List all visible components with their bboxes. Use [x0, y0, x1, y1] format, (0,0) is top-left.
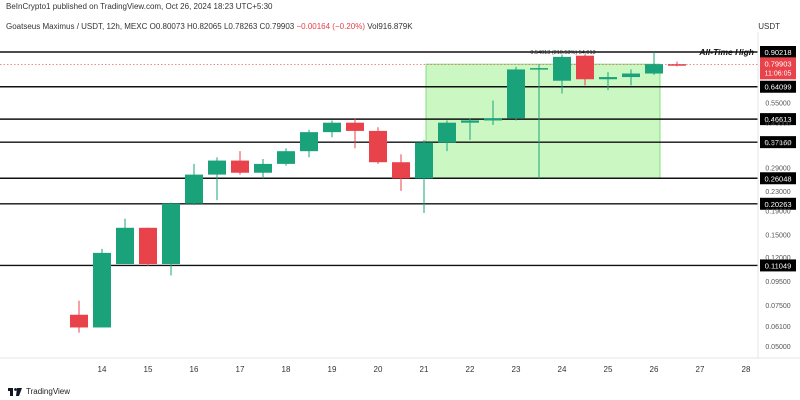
candle-body-16: [438, 122, 456, 143]
candle-body-5: [185, 174, 203, 204]
candle-body-20: [530, 68, 548, 70]
level-tag-5: [760, 197, 796, 210]
tradingview-brand[interactable]: TradingView: [8, 387, 70, 396]
x-tick-14: 28: [742, 365, 751, 374]
candle-body-11: [323, 122, 341, 133]
currency-label[interactable]: USDT: [758, 22, 780, 31]
legend-change: −0.00164 (−0.20%): [296, 22, 365, 31]
candle-body-21: [553, 56, 571, 81]
level-tag-label-6: 0.11049: [765, 261, 792, 270]
x-tick-10: 24: [558, 365, 567, 374]
y-tick-7: 0.12000: [765, 255, 790, 262]
level-tag-1: [760, 80, 796, 93]
axis-layer: 0.90218 0.64099 0.46613 0.37160 0.26048 0.202…: [98, 46, 796, 374]
x-tick-0: 14: [98, 365, 107, 374]
candle-body-24: [622, 73, 640, 78]
candle-body-0: [70, 314, 88, 328]
candle-body-19: [507, 69, 525, 119]
tradingview-wordmark: TradingView: [26, 387, 71, 396]
level-tag-6: [760, 259, 796, 272]
measure-label: 0.54013 (210.53%) 54,013: [530, 50, 595, 56]
y-tick-9: 0.07500: [765, 303, 790, 310]
candle-body-4: [162, 203, 180, 265]
candle-body-3: [139, 227, 157, 265]
candle-body-23: [599, 77, 617, 80]
symbol-legend: Goatseus Maximus / USDT, 12h, MEXC O0.80…: [6, 22, 413, 31]
publish-info: BeInCrypto1 published on TradingView.com…: [6, 2, 273, 11]
legend-low: L0.78263: [223, 22, 258, 31]
x-tick-3: 17: [236, 365, 245, 374]
x-tick-5: 19: [328, 365, 337, 374]
candle-body-25: [645, 64, 663, 74]
candle-body-26: [668, 64, 686, 66]
y-tick-11: 0.05000: [765, 344, 790, 351]
candle-body-12: [346, 122, 364, 131]
y-tick-5: 0.19000: [765, 208, 790, 215]
x-tick-1: 15: [144, 365, 153, 374]
x-tick-8: 22: [466, 365, 475, 374]
y-tick-8: 0.09500: [765, 279, 790, 286]
level-tag-4: [760, 172, 796, 185]
y-tick-4: 0.23000: [765, 189, 790, 196]
y-tick-0: 0.55000: [765, 100, 790, 107]
level-tag-label-2: 0.46613: [764, 115, 791, 124]
x-tick-12: 26: [650, 365, 659, 374]
level-tag-2: [760, 113, 796, 126]
x-tick-13: 27: [696, 365, 705, 374]
candle-body-1: [93, 252, 111, 328]
tradingview-logo-icon: [8, 387, 22, 396]
x-tick-9: 23: [512, 365, 521, 374]
x-tick-7: 21: [420, 365, 429, 374]
level-tag-label-0: 0.90218: [764, 48, 791, 57]
x-tick-11: 25: [604, 365, 613, 374]
x-tick-4: 18: [282, 365, 291, 374]
candle-body-8: [254, 163, 272, 173]
legend-open: O0.80073: [149, 22, 185, 31]
level-tag-label-4: 0.26048: [764, 174, 791, 183]
ath-label: All-Time High: [698, 47, 754, 57]
candle-body-14: [392, 162, 410, 179]
current-price-countdown: 11:06:05: [765, 70, 792, 77]
y-tick-3: 0.29000: [765, 165, 790, 172]
legend-close: C0.79903: [259, 22, 295, 31]
y-tick-6: 0.15000: [765, 232, 790, 239]
current-price-tag: [760, 57, 796, 80]
candle-body-6: [208, 160, 226, 175]
candle-body-2: [116, 227, 134, 265]
level-tag-label-1: 0.64099: [764, 83, 791, 92]
y-tick-2: 0.37000: [765, 141, 790, 148]
candle-body-7: [231, 160, 249, 173]
x-tick-2: 16: [190, 365, 199, 374]
level-tag-label-5: 0.20263: [764, 200, 791, 209]
symbol-name: Goatseus Maximus / USDT, 12h, MEXC: [6, 22, 148, 31]
candle-body-17: [461, 120, 479, 123]
legend-volume: Vol916.879K: [367, 22, 413, 31]
candle-body-9: [277, 151, 295, 164]
candle-body-15: [415, 142, 433, 179]
candle-body-10: [300, 132, 318, 152]
level-tag-0: [760, 46, 796, 58]
level-tag-3: [760, 136, 796, 149]
current-price-value: 0.79903: [764, 59, 791, 68]
candle-body-18: [484, 118, 502, 121]
candle-layer: [70, 52, 686, 333]
candle-body-13: [369, 130, 387, 163]
legend-high: H0.82065: [187, 22, 222, 31]
level-tag-label-3: 0.37160: [764, 138, 791, 147]
y-tick-1: 0.45000: [765, 121, 790, 128]
candle-body-22: [576, 55, 594, 80]
y-tick-10: 0.06100: [765, 324, 790, 331]
x-tick-6: 20: [374, 365, 383, 374]
